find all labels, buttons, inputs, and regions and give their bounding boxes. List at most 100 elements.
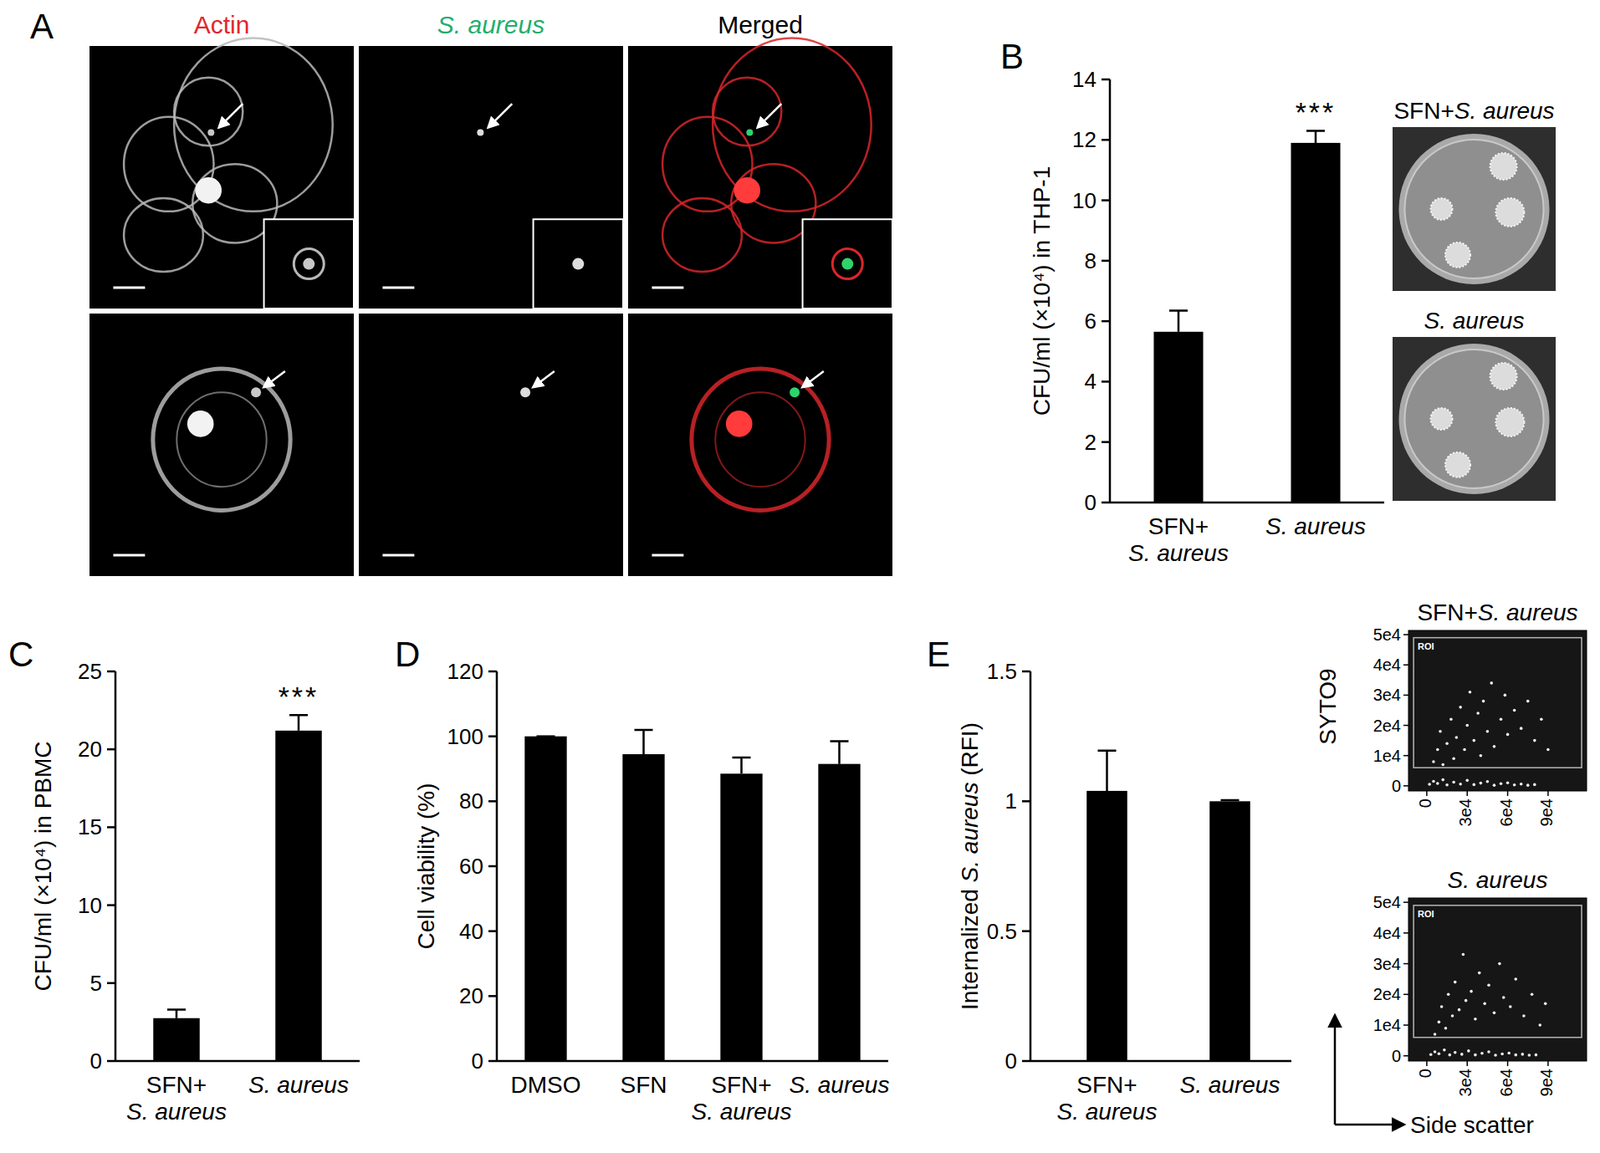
point <box>1538 1023 1542 1028</box>
error-bar <box>289 715 308 731</box>
point <box>1513 783 1517 788</box>
point <box>1473 1017 1478 1022</box>
point <box>1433 1050 1437 1054</box>
y-tick-label: 10 <box>1072 188 1097 214</box>
point <box>1431 780 1436 784</box>
point <box>1506 733 1510 737</box>
cell-outline <box>173 77 243 147</box>
text-span: 8 <box>1084 248 1097 274</box>
point <box>1526 700 1530 704</box>
scale-bar <box>382 286 415 289</box>
bar <box>1086 791 1128 1062</box>
text-span: E <box>926 634 951 675</box>
category-label: SFN+S. aureus <box>691 1072 793 1125</box>
category-label: SFN+S. aureus <box>1057 1072 1158 1125</box>
y-tick <box>1403 1055 1409 1058</box>
inset-ring <box>832 249 863 280</box>
text-span: 120 <box>447 659 484 685</box>
y-tick-label: 1 <box>1005 788 1018 814</box>
y-tick <box>1101 78 1110 82</box>
micrograph-background <box>628 46 893 309</box>
scale-bar <box>382 553 415 557</box>
x-axis <box>1030 1060 1292 1064</box>
text-span: 100 <box>447 724 484 750</box>
bacterium <box>746 129 753 137</box>
plate-photo <box>1392 337 1556 501</box>
actin-blob <box>194 177 222 205</box>
micrograph-background <box>358 46 624 309</box>
point <box>1458 782 1462 787</box>
y-tick-label: 0 <box>1084 490 1097 516</box>
error-bar <box>1098 751 1117 792</box>
text-span: 40 <box>459 919 484 945</box>
panel-letter: E <box>926 634 951 675</box>
text-span: S. aureus <box>691 1099 793 1125</box>
point <box>1441 763 1445 767</box>
y-tick <box>1101 501 1110 505</box>
roi-label: ROI <box>1417 641 1435 652</box>
text-span: B <box>1000 36 1024 77</box>
point <box>1546 748 1550 752</box>
x-tick-label: 9e4 <box>1537 1068 1556 1097</box>
colony-spot <box>1490 362 1518 390</box>
bar-chart: 0510152025SFN+S. aureus***S. aureusCFU/m… <box>30 659 360 1125</box>
text-span: S. aureus <box>437 10 545 39</box>
text-span: *** <box>278 680 320 713</box>
figure: AActinS. aureusMerged02468101214SFN+S. a… <box>0 0 1600 1153</box>
text-span: D <box>394 634 420 675</box>
y-tick <box>107 670 116 674</box>
micrograph <box>89 313 354 577</box>
text-span: 1 <box>1005 788 1018 814</box>
text-span: 15 <box>77 814 103 840</box>
y-axis-label: CFU/ml (×10⁴) in PBMC <box>30 741 57 992</box>
y-tick-label: 0 <box>90 1048 103 1074</box>
cell-inner <box>176 392 266 487</box>
text-span: 3e4 <box>1373 955 1401 974</box>
text-span: S. aureus <box>1128 540 1229 567</box>
y-tick <box>107 1060 116 1064</box>
y-tick-label: 0 <box>471 1048 484 1074</box>
point <box>1519 726 1524 731</box>
y-tick <box>1101 138 1110 142</box>
point <box>1489 681 1493 685</box>
text-span: S. aureus <box>248 1072 349 1099</box>
point <box>1436 782 1440 786</box>
point <box>1477 971 1482 976</box>
point <box>1513 709 1517 713</box>
bar <box>524 736 567 1062</box>
x-axis <box>115 1060 360 1064</box>
y-tick-label: 5 <box>90 971 103 997</box>
bacterium <box>789 387 800 398</box>
point <box>1530 993 1534 997</box>
text-span: 60 <box>459 853 484 880</box>
y-tick-label: 100 <box>447 724 484 750</box>
error-bar <box>634 730 654 755</box>
y-tick <box>1403 633 1409 636</box>
column-title: Merged <box>717 10 803 39</box>
point <box>1438 730 1442 734</box>
text-span: ROI <box>1417 909 1435 920</box>
text-span: CFU/ml (×10⁴) in PBMC <box>30 741 57 992</box>
point <box>1473 1053 1478 1058</box>
y-axis-label: SYTO9 <box>1314 668 1341 745</box>
text-span: 0 <box>1391 776 1401 796</box>
x-tick-label: 0 <box>1415 1068 1435 1079</box>
arrow <box>533 371 555 388</box>
point <box>1499 718 1503 722</box>
point <box>1513 977 1518 982</box>
text-span: SFN <box>620 1072 668 1099</box>
bacterium <box>520 387 531 398</box>
bacterium <box>207 129 215 137</box>
point <box>1476 711 1480 716</box>
text-span: Cell viability (%) <box>413 782 440 950</box>
point <box>1522 1014 1526 1018</box>
text-span: 12 <box>1072 127 1097 153</box>
y-tick-label: 4e4 <box>1373 924 1401 943</box>
y-tick <box>1403 695 1409 697</box>
chart-title: S. aureus <box>1447 867 1549 894</box>
point <box>1472 739 1477 743</box>
text-span: 14 <box>1072 66 1097 93</box>
roi-gate <box>1413 905 1582 1038</box>
text-span: 20 <box>77 736 103 762</box>
cell-outline <box>173 38 333 212</box>
